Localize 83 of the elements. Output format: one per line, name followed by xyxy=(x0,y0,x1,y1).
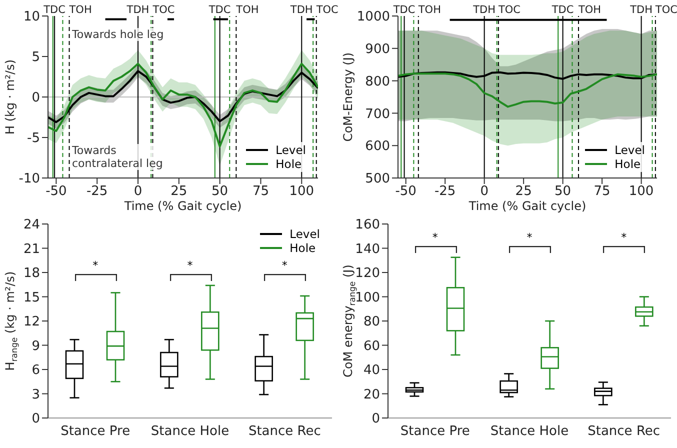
y-tick-label: 60 xyxy=(363,338,380,354)
y-tick-label: 15 xyxy=(23,290,40,306)
y-tick-label: 800 xyxy=(365,74,390,90)
annotation: * xyxy=(620,231,628,244)
x-tick-label: Stance Rec xyxy=(248,424,321,440)
y-tick-label: 9 xyxy=(32,338,40,354)
y-tick-label: 3 xyxy=(32,387,40,402)
y-tick-label: 160 xyxy=(355,218,380,233)
x-axis-title: Time (% Gait cycle) xyxy=(123,199,242,213)
y-tick-label: 140 xyxy=(355,242,380,257)
x-tick-label: 100 xyxy=(628,184,654,200)
ref-line-label: TDH xyxy=(126,4,150,16)
x-tick-label: -50 xyxy=(46,184,67,200)
y-tick-label: 100 xyxy=(355,290,380,306)
x-tick-label: -50 xyxy=(395,184,416,200)
annotation: * xyxy=(280,259,288,272)
x-tick-label: Stance Rec xyxy=(588,424,660,440)
ref-line-label: TOC xyxy=(152,4,175,16)
y-tick-label: 1000 xyxy=(356,10,390,25)
ref-line-label: TDC xyxy=(392,4,416,16)
y-tick-label: 20 xyxy=(363,387,380,402)
ref-line-label: TDC xyxy=(42,4,66,16)
y-tick-label: 80 xyxy=(363,314,380,330)
y-tick-label: 18 xyxy=(23,266,40,282)
y-tick-label: 900 xyxy=(365,42,390,58)
ref-line-label: TDH xyxy=(472,4,496,16)
x-tick-label: 75 xyxy=(594,184,610,200)
x-tick-label: Stance Hole xyxy=(490,424,569,440)
ref-line-label: TOH xyxy=(68,4,92,16)
x-tick-label: Stance Pre xyxy=(60,424,130,440)
ref-line-label: TOC xyxy=(654,4,677,16)
x-tick-label: 0 xyxy=(480,184,488,200)
legend-label: Level xyxy=(276,143,306,157)
y-tick-label: 10 xyxy=(23,10,40,25)
y-tick-label: -5 xyxy=(27,131,40,146)
ref-line-label: TOC xyxy=(315,4,338,16)
annotation: Towards hole leg xyxy=(72,28,164,41)
x-tick-label: 50 xyxy=(212,184,228,200)
ref-line-label: TOC xyxy=(497,4,520,16)
y-tick-label: 0 xyxy=(32,90,40,106)
y-tick-label: 24 xyxy=(23,218,40,233)
x-tick-label: 25 xyxy=(170,184,188,200)
x-tick-label: Stance Hole xyxy=(150,424,230,440)
x-tick-label: 50 xyxy=(554,184,572,200)
y-tick-label: 600 xyxy=(365,139,390,154)
ref-line-label: TDC xyxy=(550,4,574,16)
legend-label: Hole xyxy=(614,157,641,171)
y-tick-label: 0 xyxy=(372,412,380,427)
ref-line-label: TDH xyxy=(629,4,653,16)
x-axis-title: Time (% Gait cycle) xyxy=(468,199,586,213)
y-tick-label: 700 xyxy=(365,106,390,122)
annotation: * xyxy=(431,231,439,244)
y-tick-label: 500 xyxy=(365,172,390,187)
y-tick-label: 40 xyxy=(363,363,380,378)
legend-label: Hole xyxy=(290,241,316,255)
y-tick-label: 120 xyxy=(355,266,380,282)
x-tick-label: 75 xyxy=(252,184,269,200)
ref-line-label: TDH xyxy=(289,4,313,16)
ref-line-label: TOH xyxy=(417,4,441,16)
x-tick-label: 25 xyxy=(515,184,532,200)
y-axis-title: H (kg · m²/s) xyxy=(3,59,18,135)
y-axis-title: CoM-Energy (J) xyxy=(341,52,356,142)
annotation: * xyxy=(92,259,100,272)
ref-line-label: TOH xyxy=(578,4,602,16)
y-tick-label: 6 xyxy=(32,363,40,378)
ref-line-label: TDC xyxy=(208,4,231,16)
y-tick-label: -10 xyxy=(18,172,40,187)
y-tick-label: 5 xyxy=(32,50,40,66)
y-tick-label: 12 xyxy=(23,314,40,330)
annotation: * xyxy=(526,231,534,244)
legend-label: Level xyxy=(614,143,645,157)
y-tick-label: 0 xyxy=(32,412,40,427)
x-tick-label: -25 xyxy=(434,184,456,200)
legend-label: Hole xyxy=(276,157,302,171)
x-tick-label: 100 xyxy=(289,184,314,200)
legend-label: Level xyxy=(290,227,320,241)
x-tick-label: Stance Pre xyxy=(400,424,470,440)
x-tick-label: 0 xyxy=(134,184,142,200)
annotation: * xyxy=(186,259,194,272)
ref-line-label: TOH xyxy=(235,4,259,16)
x-tick-label: -25 xyxy=(86,184,108,200)
y-tick-label: 21 xyxy=(23,242,40,257)
annotation: Towards contralateral leg xyxy=(72,144,182,170)
